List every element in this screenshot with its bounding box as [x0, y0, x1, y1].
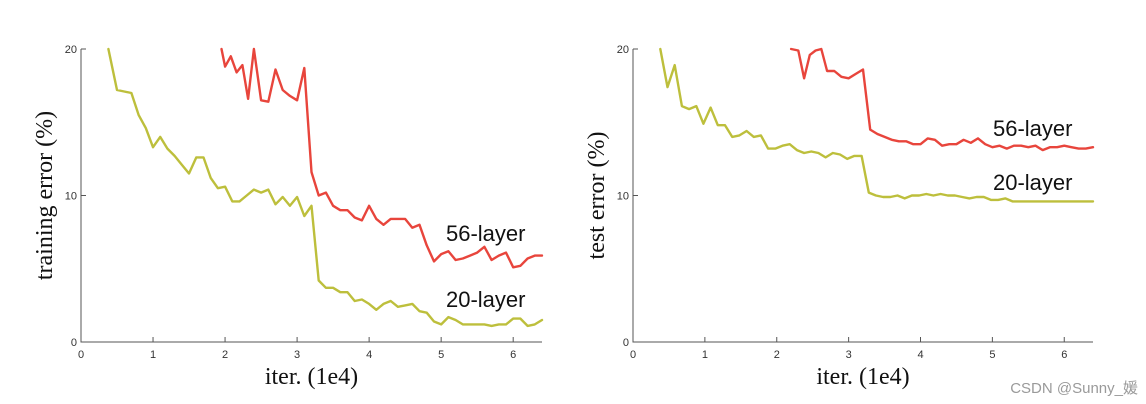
axes	[632, 49, 1093, 343]
x-axis-label: iter. (1e4)	[816, 364, 909, 390]
x-tick-label: 1	[150, 349, 156, 361]
y-tick-label: 20	[617, 44, 629, 56]
x-tick-label: 6	[1061, 349, 1067, 361]
series-line-56-layer	[220, 47, 544, 269]
x-tick-label: 4	[366, 349, 372, 361]
y-axis-label: test error (%)	[584, 132, 610, 260]
y-tick-label: 10	[617, 191, 629, 203]
chart-2: 0 1 2 3 4 5 6 0 10 20 56-layer 20-layer iter. (1e4) t…	[584, 44, 1095, 390]
series-label-20-layer: 20-layer	[446, 287, 525, 312]
watermark: CSDN @Sunny_媛	[1010, 380, 1138, 397]
x-tick-label: 5	[989, 349, 995, 361]
x-tick-label: 0	[630, 349, 636, 361]
x-tick-label: 3	[294, 349, 300, 361]
y-axis-label: training error (%)	[32, 111, 58, 280]
x-tick-label: 6	[510, 349, 516, 361]
y-tick-label: 10	[65, 191, 77, 203]
series-line-56-layer	[789, 47, 1095, 152]
x-tick-label: 0	[78, 349, 84, 361]
series-label-56-layer: 56-layer	[446, 221, 525, 246]
series-line-20-layer	[659, 47, 1095, 203]
y-tick-label: 0	[71, 337, 77, 349]
x-axis-label: iter. (1e4)	[265, 364, 358, 390]
series-label-56-layer: 56-layer	[993, 116, 1072, 141]
x-tick-label: 3	[846, 349, 852, 361]
series-label-20-layer: 20-layer	[993, 170, 1072, 195]
y-tick-label: 20	[65, 44, 77, 56]
x-tick-label: 4	[917, 349, 923, 361]
x-tick-label: 1	[702, 349, 708, 361]
series-line-20-layer	[107, 47, 544, 328]
x-tick-label: 5	[438, 349, 444, 361]
x-tick-label: 2	[222, 349, 228, 361]
y-tick-label: 0	[623, 337, 629, 349]
chart-1: 0 1 2 3 4 5 6 0 10 20 56-layer 20-layer iter. (1e4) t…	[32, 44, 544, 390]
x-tick-label: 2	[774, 349, 780, 361]
